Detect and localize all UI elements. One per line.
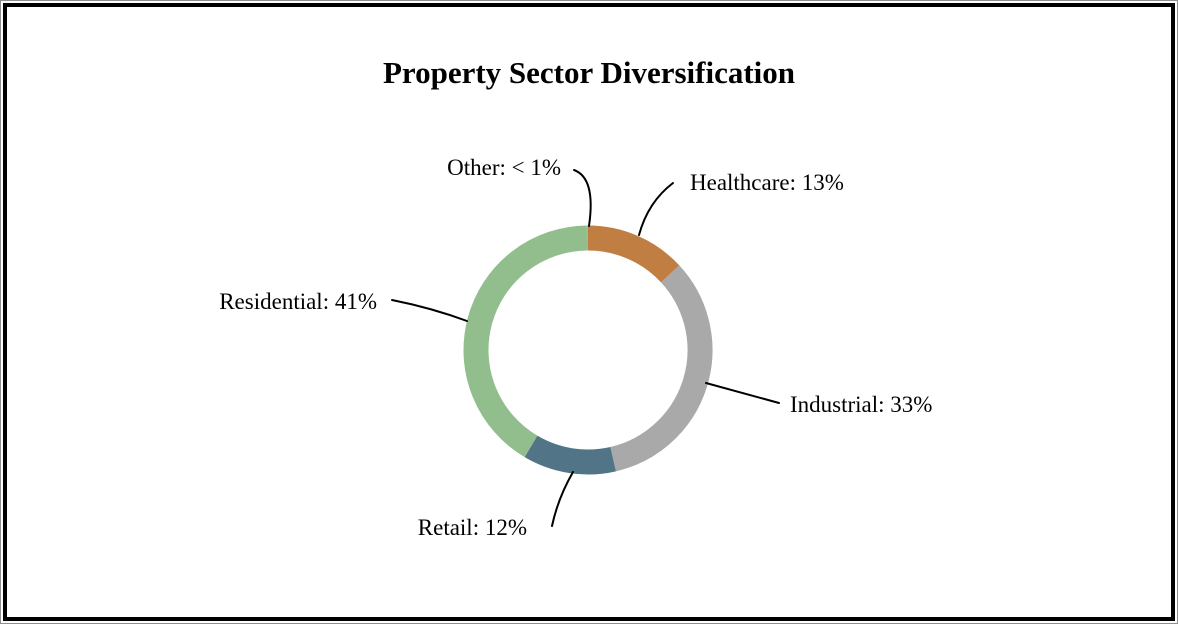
callout-label-healthcare: Healthcare: 13% — [690, 170, 844, 195]
leader-line-healthcare — [638, 182, 674, 236]
callout-label-other: Other: < 1% — [447, 155, 561, 180]
callout-label-retail: Retail: 12% — [417, 515, 527, 540]
donut-segment-residential — [463, 225, 588, 458]
donut-segment-retail — [524, 435, 616, 475]
chart-title: Property Sector Diversification — [382, 55, 796, 90]
callout-label-industrial: Industrial: 33% — [790, 392, 933, 417]
leader-line-residential — [391, 299, 468, 322]
donut-segments-group — [463, 225, 713, 475]
leader-lines-group — [391, 169, 780, 527]
leader-line-retail — [551, 471, 574, 527]
donut-segment-industrial — [610, 265, 713, 472]
leader-line-other — [573, 169, 592, 227]
callout-label-residential: Residential: 41% — [219, 289, 377, 314]
leader-line-industrial — [705, 382, 780, 404]
donut-segment-healthcare — [587, 225, 680, 283]
